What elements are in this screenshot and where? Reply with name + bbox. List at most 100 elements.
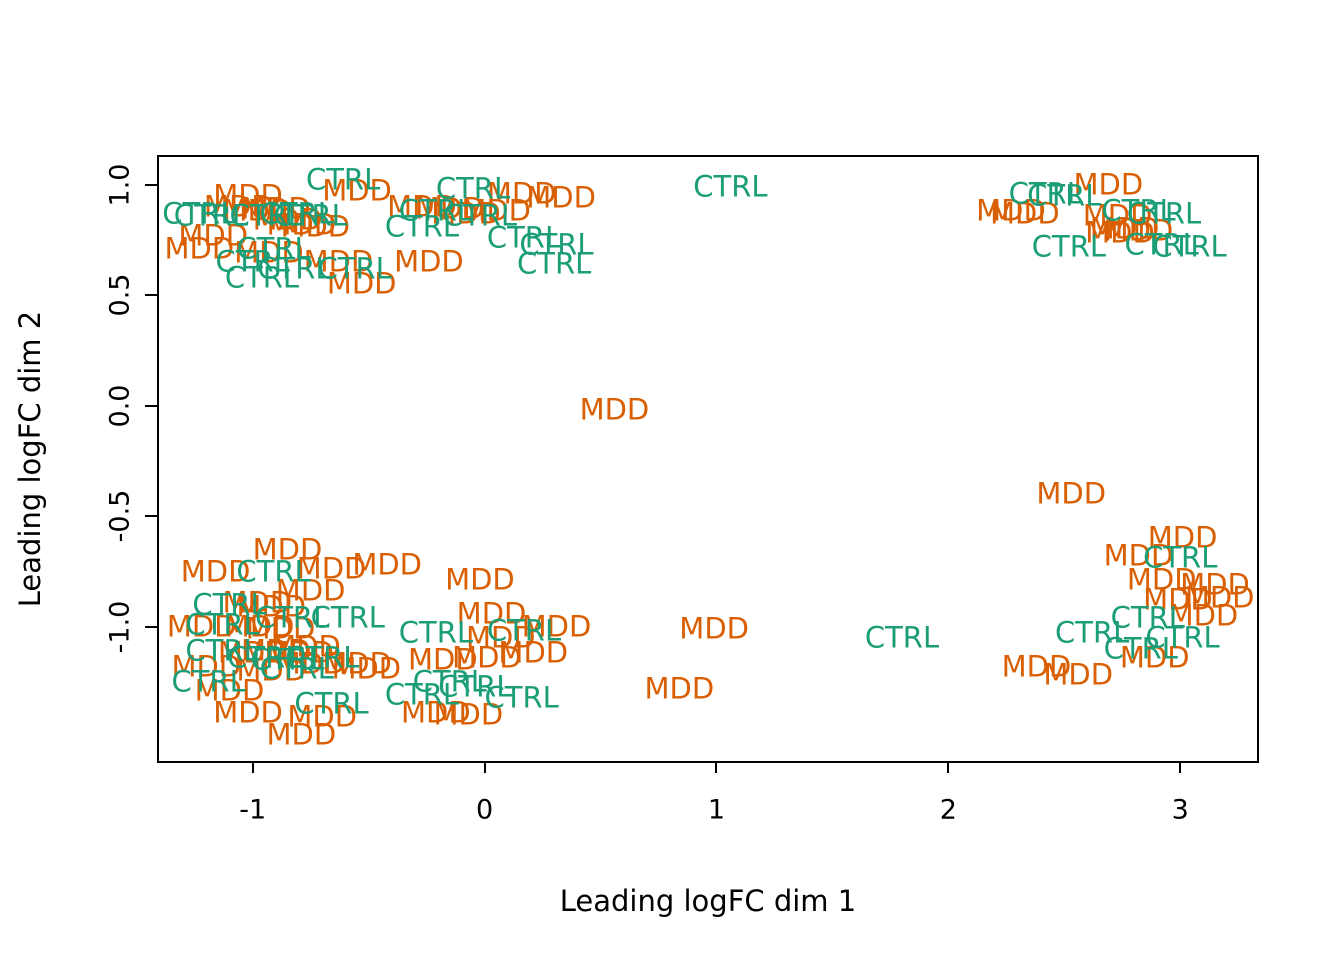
sample-label-ctrl: CTRL	[1031, 229, 1107, 264]
sample-label-ctrl: CTRL	[273, 198, 348, 233]
x-tick-label: 3	[1171, 794, 1189, 826]
y-tick-mark	[145, 404, 157, 407]
sample-label-ctrl: CTRL	[1124, 227, 1199, 262]
sample-label-mdd: MDD	[194, 673, 265, 708]
sample-label-ctrl: CTRL	[412, 664, 487, 699]
sample-label-mdd: MDD	[178, 218, 249, 253]
sample-label-mdd: MDD	[203, 189, 274, 224]
y-tick-label: -0.5	[104, 490, 136, 543]
sample-label-ctrl: CTRL	[185, 607, 260, 642]
sample-label-mdd: MDD	[414, 191, 485, 226]
sample-label-mdd: MDD	[213, 178, 283, 213]
sample-label-ctrl: CTRL	[229, 198, 304, 233]
sample-label-ctrl: CTRL	[864, 620, 940, 655]
sample-label-ctrl: CTRL	[1027, 178, 1102, 213]
sample-label-ctrl: CTRL	[484, 680, 559, 715]
sample-label-mdd: MDD	[217, 635, 288, 670]
sample-label-mdd: MDD	[1147, 520, 1218, 555]
sample-label-mdd: MDD	[252, 532, 323, 566]
sample-label-mdd: MDD	[166, 609, 237, 644]
x-tick-mark	[483, 761, 486, 773]
sample-label-mdd: MDD	[401, 695, 471, 730]
sample-label-mdd: MDD	[234, 235, 304, 270]
sample-label-ctrl: CTRL	[224, 260, 300, 295]
sample-label-mdd: MDD	[1036, 476, 1107, 511]
sample-label-mdd: MDD	[275, 646, 346, 681]
y-tick-mark	[145, 183, 157, 186]
sample-label-ctrl: CTRL	[185, 633, 260, 668]
sample-label-ctrl: CTRL	[519, 227, 594, 262]
sample-label-ctrl: CTRL	[162, 196, 237, 231]
sample-label-mdd: MDD	[266, 207, 337, 242]
sample-label-ctrl: CTRL	[236, 554, 311, 589]
y-tick-label: 1.0	[104, 163, 136, 207]
x-tick-label: 1	[707, 794, 726, 826]
x-tick-label: -1	[239, 794, 267, 826]
sample-label-ctrl: CTRL	[1143, 540, 1218, 575]
sample-label-mdd: MDD	[224, 609, 295, 644]
y-tick-mark	[145, 625, 157, 628]
sample-label-ctrl: CTRL	[259, 651, 334, 686]
sample-label-mdd: MDD	[171, 649, 242, 684]
y-tick-mark	[145, 515, 157, 518]
sample-label-mdd: MDD	[241, 633, 311, 668]
sample-label-mdd: MDD	[241, 191, 311, 226]
sample-label-mdd: MDD	[236, 653, 307, 688]
sample-label-mdd: MDD	[266, 717, 337, 752]
sample-label-ctrl: CTRL	[317, 251, 392, 286]
sample-label-ctrl: CTRL	[435, 171, 511, 206]
sample-label-ctrl: CTRL	[259, 196, 334, 231]
sample-label-mdd: MDD	[433, 697, 504, 732]
sample-label-mdd: MDD	[322, 173, 392, 208]
sample-label-mdd: MDD	[326, 266, 397, 301]
sample-label-mdd: MDD	[456, 596, 527, 631]
sample-label-ctrl: CTRL	[384, 677, 460, 712]
sample-label-ctrl: CTRL	[294, 686, 369, 721]
sample-label-mdd: MDD	[526, 180, 596, 215]
plot-area: -1 0 1 2 3 1.0 0.5 0.0 -0.5 -1.0 MDD MDD MDD MDD MDD M…	[105, 155, 1259, 826]
sample-label-ctrl: CTRL	[1126, 196, 1202, 231]
y-tick-label: 0.0	[104, 384, 136, 428]
sample-label-ctrl: CTRL	[438, 669, 513, 704]
sample-label-ctrl: CTRL	[192, 587, 267, 622]
sample-label-mdd: MDD	[452, 640, 522, 675]
x-axis-title: Leading logFC dim 1	[559, 884, 857, 918]
sample-label-ctrl: CTRL	[305, 162, 381, 197]
y-axis-title: Leading logFC dim 2	[13, 310, 47, 608]
sample-label-mdd: MDD	[1180, 567, 1250, 602]
sample-label-mdd: MDD	[644, 671, 715, 706]
sample-label-mdd: MDD	[1184, 580, 1255, 615]
sample-label-mdd: MDD	[486, 176, 557, 211]
sample-label-mdd: MDD	[252, 202, 323, 237]
sample-label-ctrl: CTRL	[486, 220, 562, 255]
sample-label-mdd: MDD	[407, 642, 478, 677]
sample-label-ctrl: CTRL	[1110, 600, 1185, 635]
x-tick-mark	[251, 761, 254, 773]
sample-label-mdd: MDD	[387, 189, 457, 224]
sample-label-mdd: MDD	[236, 589, 307, 624]
sample-label-mdd: MDD	[164, 231, 235, 266]
sample-label-ctrl: CTRL	[398, 193, 474, 228]
sample-label-mdd: MDD	[1103, 538, 1174, 573]
sample-label-ctrl: CTRL	[254, 600, 330, 635]
sample-label-mdd: MDD	[303, 244, 374, 279]
sample-label-mdd: MDD	[264, 635, 334, 670]
sample-label-mdd: MDD	[352, 547, 423, 582]
sample-label-mdd: MDD	[245, 611, 316, 646]
sample-label-mdd: MDD	[1085, 215, 1155, 250]
sample-label-ctrl: CTRL	[310, 600, 385, 635]
sample-label-ctrl: CTRL	[384, 209, 460, 244]
sample-label-mdd: MDD	[465, 620, 536, 655]
sample-label-mdd: MDD	[394, 244, 464, 279]
y-tick-label: -1.0	[104, 600, 136, 654]
sample-label-mdd: MDD	[579, 392, 650, 427]
sample-label-ctrl: CTRL	[215, 244, 290, 279]
sample-label-mdd: MDD	[222, 193, 293, 228]
sample-label-ctrl: CTRL	[398, 615, 474, 650]
sample-label-mdd: MDD	[431, 196, 501, 231]
y-tick-mark	[145, 294, 157, 297]
sample-label-ctrl: CTRL	[257, 251, 332, 286]
sample-label-mdd: MDD	[1089, 211, 1160, 246]
sample-label-ctrl: CTRL	[1145, 620, 1220, 655]
